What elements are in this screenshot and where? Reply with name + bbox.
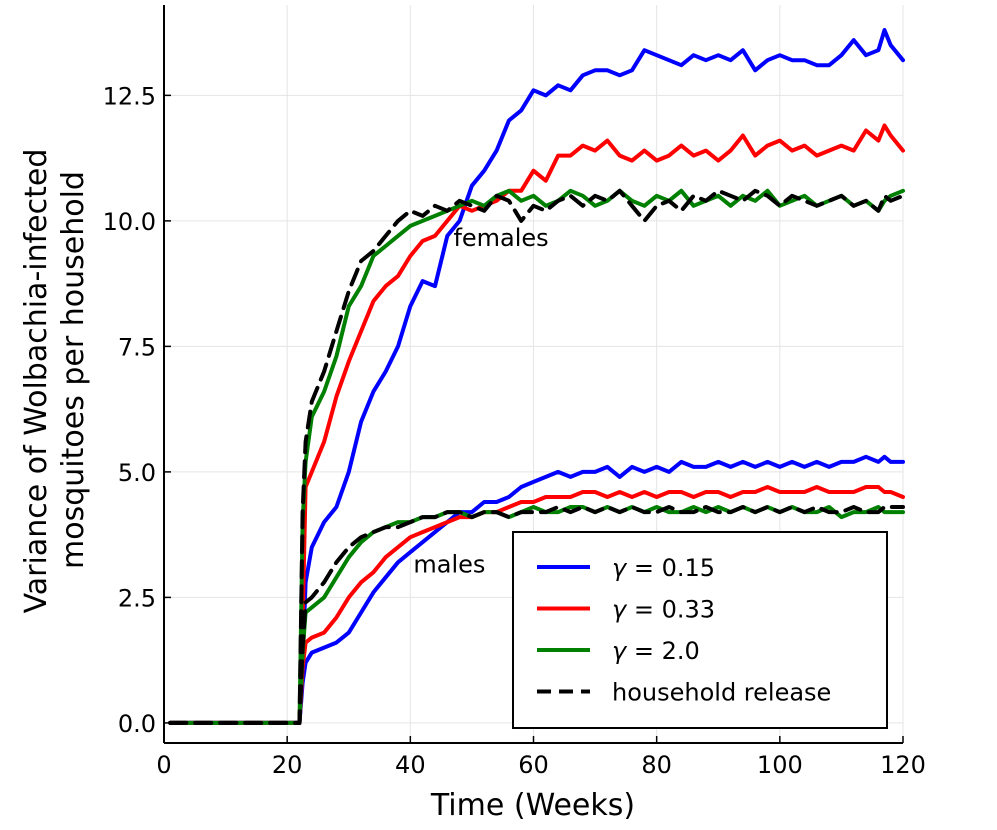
- tick-labels: 0 20 40 60 80 100 120 0.0 2.5 5.0 7.5 10.0 12.5: [103, 82, 926, 779]
- series-line-females-0-15: [168, 28, 905, 725]
- annotations: females males: [413, 224, 548, 578]
- series-line-males-0-15: [168, 454, 905, 725]
- x-tick-label: 120: [880, 751, 926, 779]
- x-tick-label: 0: [156, 751, 171, 779]
- annotation-females: females: [453, 224, 548, 252]
- annotation-males: males: [413, 550, 485, 578]
- legend-label: household release: [612, 679, 831, 707]
- legend-label: γ = 2.0: [612, 637, 700, 665]
- x-axis-title: Time (Weeks): [430, 788, 635, 823]
- y-tick-label: 12.5: [103, 82, 156, 110]
- x-tick-label: 20: [272, 751, 303, 779]
- series-line-females-0-33: [168, 123, 905, 725]
- x-tick-label: 100: [757, 751, 803, 779]
- y-tick-label: 7.5: [118, 333, 156, 361]
- legend-items: γ = 0.15 γ = 0.33 γ = 2.0 household release: [537, 554, 831, 707]
- series-line-females-2-0: [168, 188, 905, 725]
- y-axis-title-line-1: Variance of Wolbachia-infected: [19, 149, 54, 614]
- series-line-males-household-release: [168, 505, 905, 725]
- series-line-females-household-release: [168, 188, 905, 725]
- y-tick-label: 2.5: [118, 584, 156, 612]
- y-tick-label: 10.0: [103, 208, 156, 236]
- legend-label: γ = 0.15: [612, 554, 715, 582]
- y-tick-label: 5.0: [118, 459, 156, 487]
- series-group: [168, 28, 905, 725]
- series-line-males-0-33: [168, 485, 905, 725]
- x-tick-label: 80: [641, 751, 672, 779]
- y-tick-label: 0.0: [118, 710, 156, 738]
- legend: γ = 0.15 γ = 0.33 γ = 2.0 household release: [512, 531, 888, 729]
- x-tick-label: 40: [395, 751, 426, 779]
- legend-label: γ = 0.33: [612, 596, 715, 624]
- legend-box: [512, 531, 888, 729]
- x-tick-label: 60: [518, 751, 549, 779]
- y-axis-title-line-2: mosquitoes per household: [56, 171, 91, 569]
